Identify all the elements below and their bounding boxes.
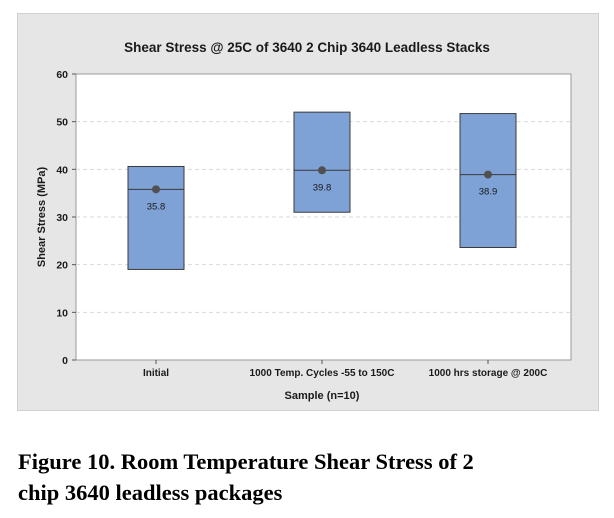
- y-axis-label: Shear Stress (MPa): [36, 167, 48, 268]
- box: [459, 113, 517, 249]
- y-tick-label: 60: [56, 69, 68, 81]
- x-tick-label: 1000 hrs storage @ 200C: [429, 368, 548, 379]
- mean-marker: [484, 170, 492, 179]
- mean-label: 39.8: [313, 182, 332, 193]
- y-axis: 0 10 20 30 40 50 60: [56, 69, 76, 367]
- figure-caption: Figure 10. Room Temperature Shear Stress…: [18, 446, 608, 508]
- y-tick-label: 20: [56, 260, 68, 272]
- caption-line-1: Figure 10. Room Temperature Shear Stress…: [18, 449, 474, 474]
- mean-marker: [152, 185, 160, 194]
- mean-marker: [318, 166, 326, 175]
- box: [127, 165, 185, 270]
- y-tick-label: 30: [56, 212, 68, 224]
- mean-label: 38.9: [479, 187, 498, 198]
- x-axis-label: Sample (n=10): [285, 390, 360, 402]
- x-tick-label: 1000 Temp. Cycles -55 to 150C: [250, 368, 395, 379]
- y-tick-label: 10: [56, 307, 68, 319]
- y-tick-label: 40: [56, 164, 68, 176]
- box: [293, 111, 351, 213]
- y-tick-label: 50: [56, 117, 68, 129]
- caption-line-2: chip 3640 leadless packages: [18, 480, 283, 505]
- y-tick-label: 0: [62, 355, 68, 367]
- mean-label: 35.8: [147, 201, 166, 212]
- x-axis: Initial 1000 Temp. Cycles -55 to 150C 1000…: [143, 360, 547, 379]
- box-plot-chart: Shear Stress @ 25C of 3640 2 Chip 3640 L…: [36, 40, 572, 402]
- chart-title: Shear Stress @ 25C of 3640 2 Chip 3640 L…: [124, 40, 490, 55]
- x-tick-label: Initial: [143, 368, 169, 379]
- boxes: 35.8 39.8 38.9: [127, 111, 517, 270]
